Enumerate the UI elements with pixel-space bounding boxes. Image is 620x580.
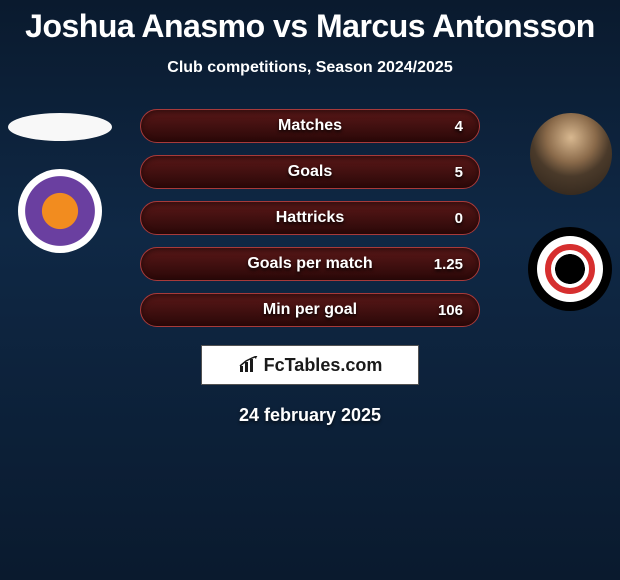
club-right-badge <box>528 227 612 311</box>
brand-text: FcTables.com <box>264 355 383 376</box>
brand-badge: FcTables.com <box>201 345 419 385</box>
stat-row-goals: Goals 5 <box>140 155 480 189</box>
stat-value: 106 <box>438 302 463 319</box>
stat-row-mpg: Min per goal 106 <box>140 293 480 327</box>
stat-row-matches: Matches 4 <box>140 109 480 143</box>
stat-value: 1.25 <box>434 256 463 273</box>
stat-label: Matches <box>278 117 342 135</box>
stat-label: Hattricks <box>276 209 344 227</box>
page-title: Joshua Anasmo vs Marcus Antonsson <box>0 0 620 45</box>
stat-label: Goals <box>288 163 332 181</box>
club-left-badge <box>18 169 102 253</box>
ws-wanderers-logo-icon <box>537 236 603 302</box>
subtitle: Club competitions, Season 2024/2025 <box>0 59 620 77</box>
perth-glory-logo-icon <box>24 175 96 247</box>
stat-label: Goals per match <box>247 255 372 273</box>
bar-chart-icon <box>238 356 260 374</box>
player-right-avatar <box>530 113 612 195</box>
stat-value: 5 <box>455 164 463 181</box>
date-label: 24 february 2025 <box>0 405 620 426</box>
stat-value: 0 <box>455 210 463 227</box>
stat-label: Min per goal <box>263 301 357 319</box>
player-left-avatar <box>8 113 112 141</box>
stat-value: 4 <box>455 118 463 135</box>
comparison-panel: Matches 4 Goals 5 Hattricks 0 Goals per … <box>0 109 620 426</box>
stat-row-gpm: Goals per match 1.25 <box>140 247 480 281</box>
stat-row-hattricks: Hattricks 0 <box>140 201 480 235</box>
stats-list: Matches 4 Goals 5 Hattricks 0 Goals per … <box>140 109 480 327</box>
